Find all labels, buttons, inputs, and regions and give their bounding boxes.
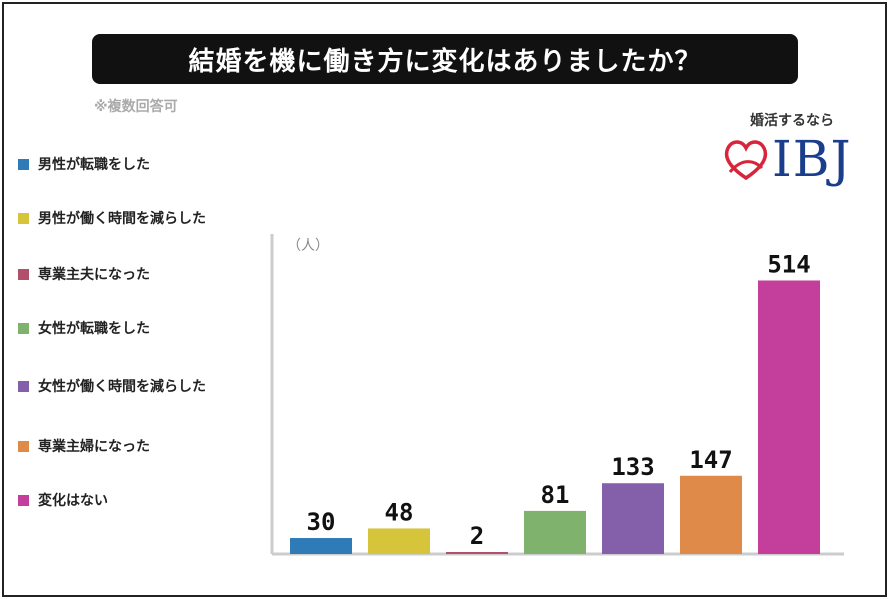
legend-swatch [18, 158, 29, 170]
multiple-answer-note: ※複数回答可 [94, 99, 178, 115]
bar-4 [524, 510, 586, 554]
bar-value-label-3: 2 [470, 522, 484, 550]
bar-value-label-4: 81 [541, 481, 570, 509]
logo-tagline: 婚活するなら [750, 113, 834, 129]
legend-item-3: 専業主夫になった [18, 264, 150, 284]
legend-swatch [18, 380, 29, 392]
bar-value-label-7: 514 [767, 250, 810, 278]
bar-value-label-6: 147 [689, 446, 732, 474]
bar-6 [680, 475, 742, 554]
heart-icon [724, 140, 768, 181]
legend-swatch [18, 494, 29, 506]
ibj-logo: 婚活するなら IBJ [722, 108, 862, 204]
logo-brand-text: IBJ [772, 130, 852, 188]
bar-group: 30 48 2 81 133 147 514 [290, 250, 820, 554]
legend-swatch [18, 268, 29, 280]
bar-3 [446, 552, 508, 554]
legend-label: 女性が転職をした [38, 321, 150, 337]
bar-5 [602, 483, 664, 554]
legend-item-7: 変化はない [18, 490, 108, 510]
bar-value-label-5: 133 [611, 453, 654, 481]
legend-swatch [18, 440, 29, 452]
legend-item-1: 男性が転職をした [18, 154, 150, 174]
bar-2 [368, 528, 430, 554]
y-axis-unit-label: （人） [287, 238, 329, 254]
legend-item-6: 専業主婦になった [18, 436, 150, 456]
legend-label: 変化はない [38, 493, 108, 509]
bar-value-label-1: 30 [307, 508, 336, 536]
legend-label: 女性が働く時間を減らした [38, 379, 206, 395]
legend-label: 専業主婦になった [38, 439, 150, 455]
legend-swatch [18, 212, 29, 224]
legend-label: 男性が転職をした [38, 157, 150, 173]
bar-7 [758, 280, 820, 554]
legend-item-5: 女性が働く時間を減らした [18, 376, 206, 396]
title-banner: 結婚を機に働き方に変化はありましたか？ [92, 34, 798, 84]
bar-value-label-2: 48 [385, 498, 414, 526]
bar-1 [290, 538, 352, 554]
chart-legend: 男性が転職をした男性が働く時間を減らした 専業主夫になった 女性が転職をした女性が働… [18, 4, 268, 524]
bar-chart: （人） 30 48 2 81 133 147 514 [270, 234, 844, 556]
legend-label: 男性が働く時間を減らした [38, 211, 206, 227]
chart-title: 結婚を機に働き方に変化はありましたか？ [188, 46, 702, 77]
legend-item-4: 女性が転職をした [18, 318, 150, 338]
legend-item-2: 男性が働く時間を減らした [18, 208, 206, 228]
legend-label: 専業主夫になった [38, 267, 150, 283]
legend-swatch [18, 322, 29, 334]
